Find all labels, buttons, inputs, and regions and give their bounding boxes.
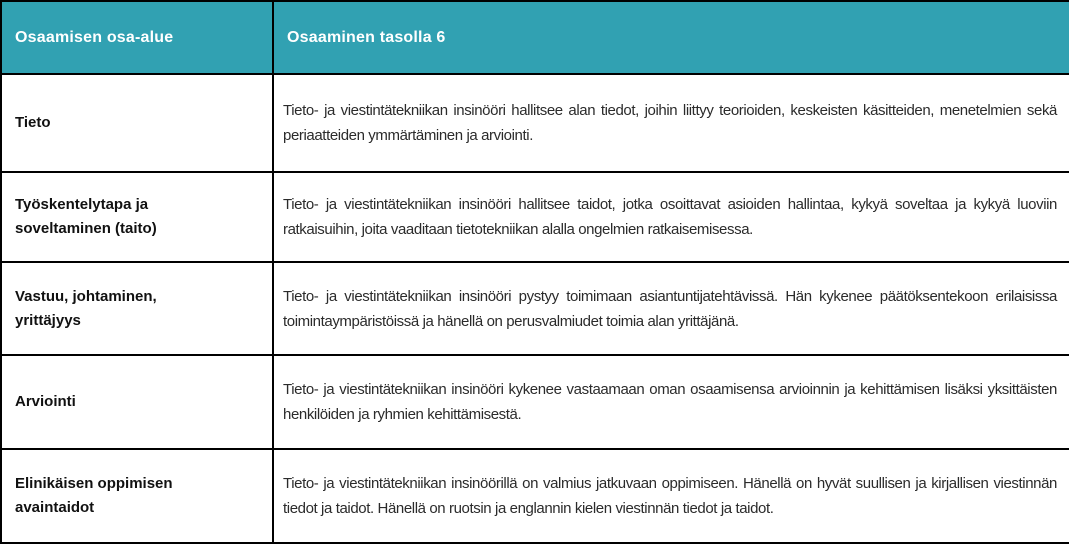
table-header-row: Osaamisen osa-alue Osaaminen tasolla 6 bbox=[0, 0, 1069, 75]
header-area-label: Osaamisen osa-alue bbox=[15, 28, 174, 46]
row-label-arviointi: Arviointi bbox=[0, 354, 274, 450]
row-label-tyoskentelytapa: Työskentelytapa ja soveltaminen (taito) bbox=[0, 171, 274, 263]
row-description-tyoskentelytapa: Tieto- ja viestintätekniikan insinööri h… bbox=[272, 171, 1069, 263]
table-row-tieto: Tieto Tieto- ja viestintätekniikan insin… bbox=[0, 73, 1069, 173]
row-description-vastuu: Tieto- ja viestintätekniikan insinööri p… bbox=[272, 261, 1069, 356]
header-cell-level: Osaaminen tasolla 6 bbox=[272, 0, 1069, 75]
table-row-arviointi: Arviointi Tieto- ja viestintätekniikan i… bbox=[0, 354, 1069, 450]
table-row-tyoskentelytapa: Työskentelytapa ja soveltaminen (taito) … bbox=[0, 171, 1069, 263]
row-description-arviointi: Tieto- ja viestintätekniikan insinööri k… bbox=[272, 354, 1069, 450]
row-description-tieto: Tieto- ja viestintätekniikan insinööri h… bbox=[272, 73, 1069, 173]
row-label-elinikainen: Elinikäisen oppimisen avaintaidot bbox=[0, 448, 274, 544]
header-cell-area: Osaamisen osa-alue bbox=[0, 0, 274, 75]
row-label-vastuu: Vastuu, johtaminen, yrittäjyys bbox=[0, 261, 274, 356]
header-level-label: Osaaminen tasolla 6 bbox=[287, 28, 446, 46]
table-row-elinikainen: Elinikäisen oppimisen avaintaidot Tieto-… bbox=[0, 448, 1069, 544]
table-row-vastuu: Vastuu, johtaminen, yrittäjyys Tieto- ja… bbox=[0, 261, 1069, 356]
row-description-elinikainen: Tieto- ja viestintätekniikan insinöörill… bbox=[272, 448, 1069, 544]
row-label-tieto: Tieto bbox=[0, 73, 274, 173]
